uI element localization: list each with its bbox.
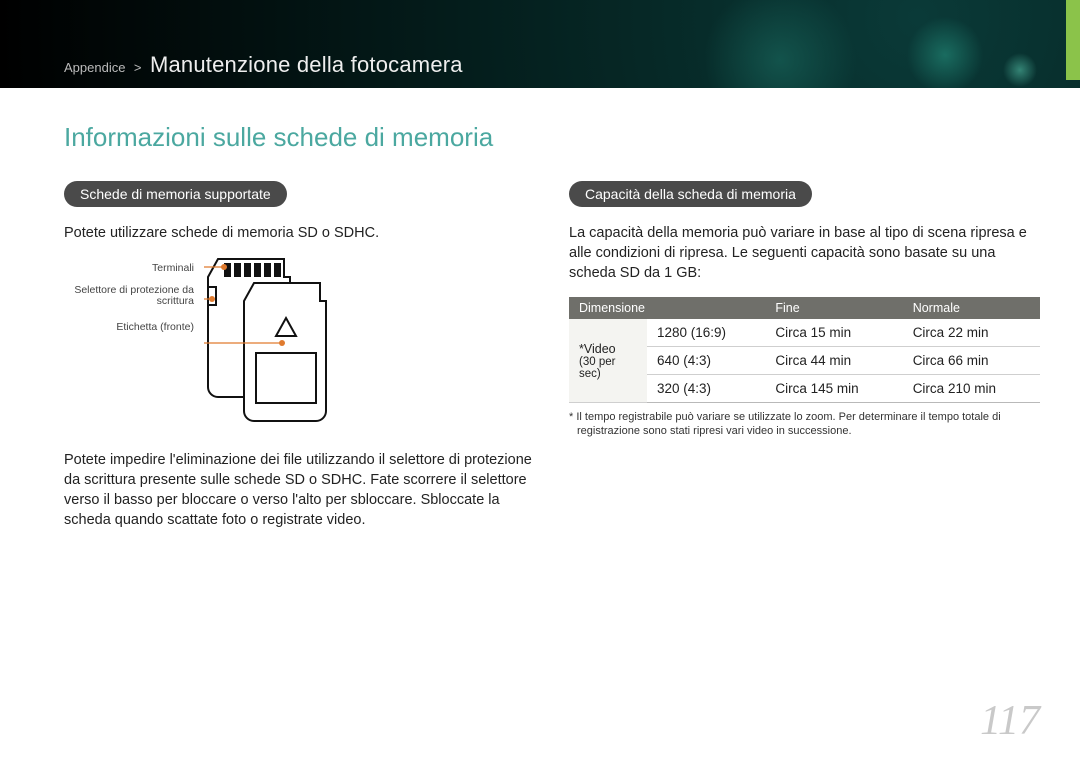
diagram-label-terminals: Terminali <box>64 263 194 275</box>
section-title: Informazioni sulle schede di memoria <box>64 122 1040 153</box>
left-column: Schede di memoria supportate Potete util… <box>64 181 535 544</box>
left-intro-text: Potete utilizzare schede di memoria SD o… <box>64 223 535 243</box>
rowhead-line1: *Video <box>579 342 616 356</box>
cell-fine: Circa 145 min <box>765 375 902 403</box>
cell-fine: Circa 44 min <box>765 347 902 375</box>
right-column: Capacità della scheda di memoria La capa… <box>569 181 1040 544</box>
diagram-label-front: Etichetta (fronte) <box>64 322 194 334</box>
cell-dim: 640 (4:3) <box>647 347 765 375</box>
th-normal: Normale <box>903 297 1040 319</box>
header-decoration <box>1000 50 1040 88</box>
th-dimension: Dimensione <box>569 297 765 319</box>
capacity-table: Dimensione Fine Normale *Video (30 per s… <box>569 297 1040 403</box>
page: Appendice > Manutenzione della fotocamer… <box>0 0 1080 765</box>
page-number: 117 <box>980 697 1040 745</box>
table-footnote: * Il tempo registrabile può variare se u… <box>569 411 1040 439</box>
cell-dim: 1280 (16:9) <box>647 319 765 347</box>
header-accent-tab <box>1066 0 1080 80</box>
sd-card-icon <box>204 257 434 432</box>
cell-norm: Circa 22 min <box>903 319 1040 347</box>
right-intro-text: La capacità della memoria può variare in… <box>569 223 1040 283</box>
subsection-pill-supported: Schede di memoria supportate <box>64 181 287 207</box>
th-fine: Fine <box>765 297 902 319</box>
header-decoration <box>900 10 990 88</box>
left-para2: Potete impedire l'eliminazione dei file … <box>64 450 535 530</box>
cell-dim: 320 (4:3) <box>647 375 765 403</box>
breadcrumb-separator: > <box>134 60 142 75</box>
columns: Schede di memoria supportate Potete util… <box>64 181 1040 544</box>
rowhead-video: *Video (30 per sec) <box>569 319 647 403</box>
breadcrumb-title: Manutenzione della fotocamera <box>150 52 463 77</box>
header-decoration <box>690 0 870 88</box>
content-area: Informazioni sulle schede di memoria Sch… <box>64 122 1040 544</box>
header-band: Appendice > Manutenzione della fotocamer… <box>0 0 1080 88</box>
breadcrumb: Appendice > Manutenzione della fotocamer… <box>64 52 463 78</box>
table-row: *Video (30 per sec) 1280 (16:9) Circa 15… <box>569 319 1040 347</box>
subsection-pill-capacity: Capacità della scheda di memoria <box>569 181 812 207</box>
cell-fine: Circa 15 min <box>765 319 902 347</box>
diagram-label-write-protect: Selettore di protezione da scrittura <box>64 285 194 308</box>
rowhead-line2: (30 per sec) <box>579 356 637 380</box>
cell-norm: Circa 210 min <box>903 375 1040 403</box>
sd-card-diagram: Terminali Selettore di protezione da scr… <box>64 257 535 432</box>
cell-norm: Circa 66 min <box>903 347 1040 375</box>
breadcrumb-section: Appendice <box>64 60 125 75</box>
